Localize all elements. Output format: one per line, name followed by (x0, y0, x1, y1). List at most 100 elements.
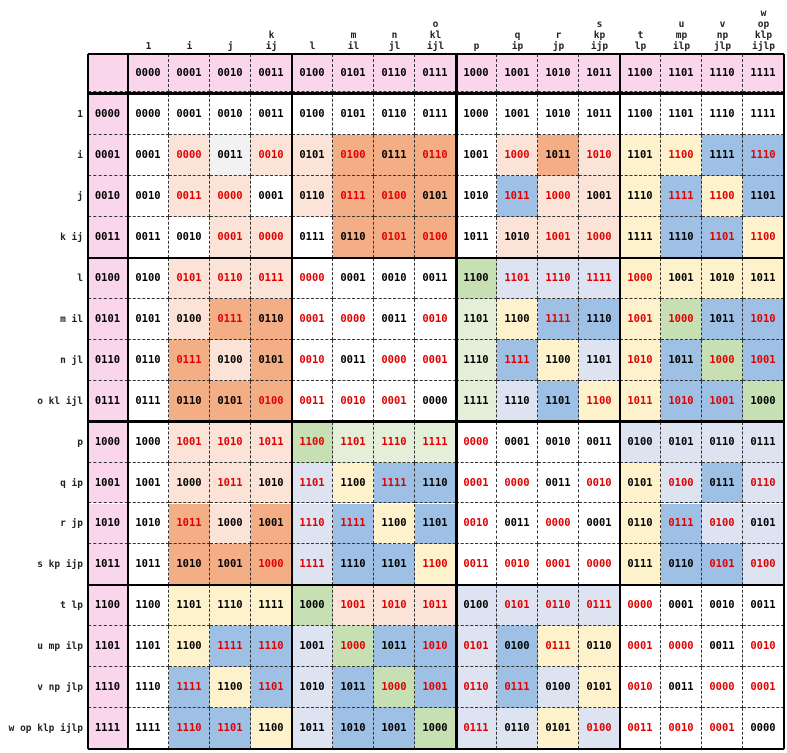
table-cell: 0000 (702, 667, 743, 709)
column-header: 1 (128, 0, 169, 54)
grid-divider (291, 54, 293, 750)
row-binary-label: 1111 (88, 708, 128, 750)
table-cell: 0000 (292, 257, 333, 299)
table-cell: 0010 (702, 585, 743, 627)
table-cell: 1101 (456, 298, 497, 340)
table-cell: 0101 (456, 626, 497, 668)
table-cell: 1000 (169, 462, 210, 504)
binary-header-cell: 0101 (333, 54, 374, 92)
table-cell: 1100 (538, 339, 579, 381)
column-header: r jp (538, 0, 579, 54)
table-cell: 0001 (743, 667, 784, 709)
table-cell: 1011 (702, 298, 743, 340)
table-cell: 1001 (292, 626, 333, 668)
table-cell: 1111 (702, 134, 743, 176)
row-binary-label: 0111 (88, 380, 128, 422)
table-cell: 0011 (292, 380, 333, 422)
row-label: n jl (60, 354, 83, 366)
grid-divider (619, 54, 621, 750)
binary-header-cell: 1000 (456, 54, 497, 92)
table-cell: 1110 (661, 216, 702, 258)
table-cell: 0010 (579, 462, 620, 504)
table-cell: 1110 (538, 257, 579, 299)
table-cell: 1100 (251, 708, 292, 750)
table-cell: 1111 (456, 380, 497, 422)
table-cell: 0001 (169, 94, 210, 135)
table-cell: 0011 (456, 544, 497, 586)
table-cell: 1000 (497, 134, 538, 176)
table-cell: 0101 (251, 339, 292, 381)
column-header-text: ijlp (752, 41, 775, 52)
table-cell: 0010 (538, 421, 579, 463)
table-cell: 1100 (210, 667, 251, 709)
column-header-text: k (268, 30, 275, 41)
binary-header-cell: 1010 (538, 54, 579, 92)
column-header: w op klp ijlp (743, 0, 784, 54)
table-cell: 1101 (210, 708, 251, 750)
binary-header-cell: 0011 (251, 54, 292, 92)
row-binary-label: 1101 (88, 626, 128, 668)
table-cell: 0001 (210, 216, 251, 258)
table-cell: 0100 (169, 298, 210, 340)
table-cell: 0111 (743, 421, 784, 463)
table-cell: 1101 (743, 175, 784, 217)
column-header: o kl ijl (415, 0, 456, 54)
table-cell: 0100 (661, 462, 702, 504)
table-cell: 1111 (497, 339, 538, 381)
table-cell: 1001 (251, 503, 292, 545)
table-cell: 0100 (702, 503, 743, 545)
table-cell: 0010 (333, 380, 374, 422)
table-cell: 1101 (661, 94, 702, 135)
table-cell: 0001 (251, 175, 292, 217)
table-cell: 1000 (579, 216, 620, 258)
table-cell: 1001 (497, 94, 538, 135)
table-cell: 0010 (128, 175, 169, 217)
table-cell: 0111 (374, 134, 415, 176)
table-cell: 0100 (743, 544, 784, 586)
table-cell: 0000 (251, 216, 292, 258)
column-header-text: ip (511, 41, 524, 52)
table-cell: 0101 (661, 421, 702, 463)
table-cell: 1000 (743, 380, 784, 422)
corner-cell (88, 54, 128, 92)
row-label: k ij (60, 231, 83, 243)
table-cell: 0111 (661, 503, 702, 545)
binary-header-cell: 0010 (210, 54, 251, 92)
binary-header-cell: 1101 (661, 54, 702, 92)
table-cell: 0101 (333, 94, 374, 135)
table-cell: 0011 (620, 708, 661, 750)
table-cell: 1010 (415, 626, 456, 668)
table-cell: 1001 (210, 544, 251, 586)
table-cell: 1000 (702, 339, 743, 381)
table-cell: 0100 (210, 339, 251, 381)
column-header-text: ijl (426, 41, 445, 52)
table-cell: 0011 (661, 667, 702, 709)
table-cell: 0100 (374, 175, 415, 217)
table-cell: 0010 (210, 94, 251, 135)
row-label: w op klp ijlp (8, 723, 83, 735)
column-header-text: s (596, 19, 603, 30)
table-cell: 1000 (661, 298, 702, 340)
row-label: q ip (60, 477, 83, 489)
table-cell: 1111 (128, 708, 169, 750)
table-cell: 1101 (128, 626, 169, 668)
table-cell: 1011 (743, 257, 784, 299)
table-cell: 1111 (210, 626, 251, 668)
table-cell: 0101 (292, 134, 333, 176)
table-cell: 1100 (743, 216, 784, 258)
table-cell: 1100 (374, 503, 415, 545)
row-binary-label: 1000 (88, 421, 128, 463)
table-cell: 1101 (374, 544, 415, 586)
table-cell: 1111 (292, 544, 333, 586)
table-cell: 0100 (538, 667, 579, 709)
table-cell: 0001 (374, 380, 415, 422)
column-header: i (169, 0, 210, 54)
table-cell: 1101 (292, 462, 333, 504)
table-cell: 1001 (661, 257, 702, 299)
table-cell: 0111 (456, 708, 497, 750)
grid-divider (87, 54, 89, 750)
table-cell: 1011 (292, 708, 333, 750)
table-cell: 0110 (128, 339, 169, 381)
column-header: l (292, 0, 333, 54)
table-cell: 0111 (579, 585, 620, 627)
